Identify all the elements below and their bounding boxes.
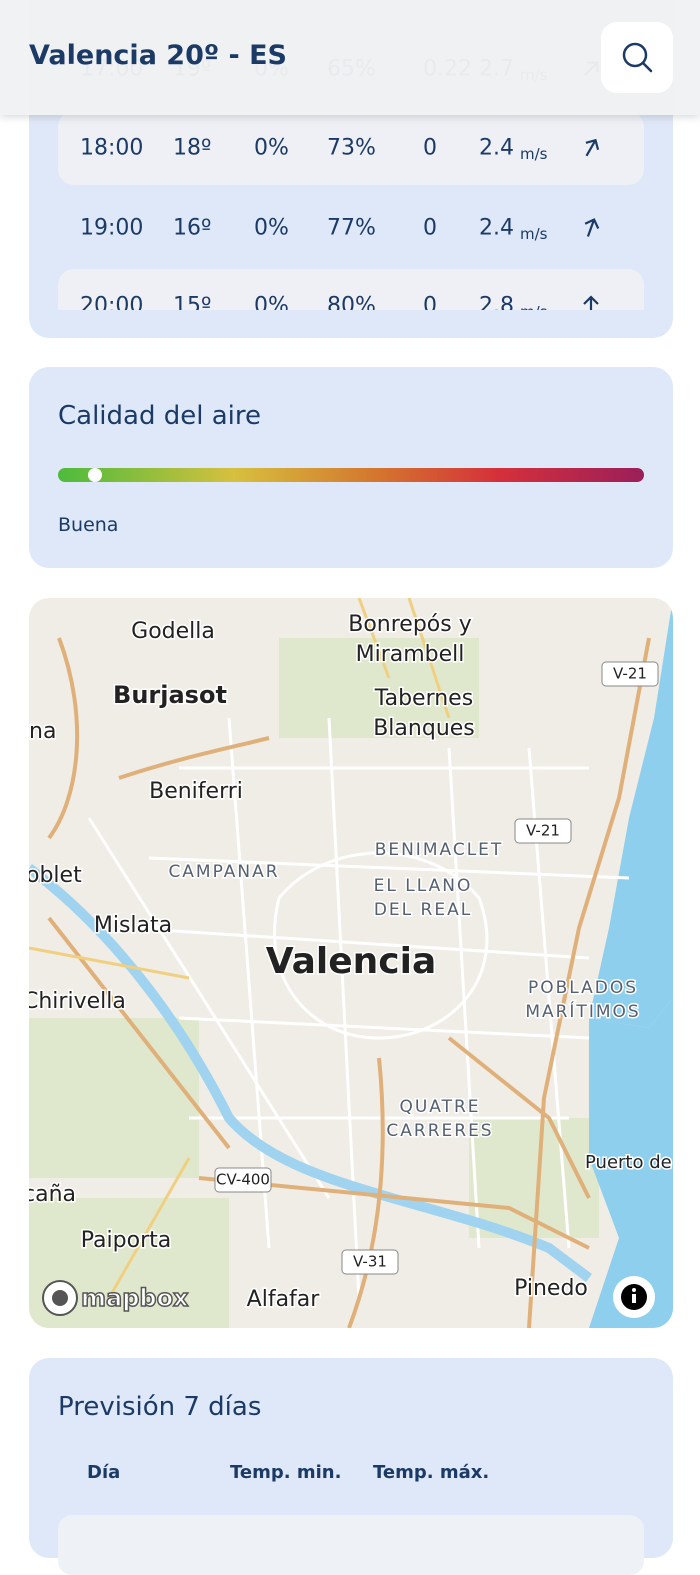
place-label: oblet	[29, 863, 82, 888]
forecast-title: Previsión 7 días	[58, 1392, 262, 1422]
place-label: BENIMACLET	[375, 840, 504, 860]
temperature: 16º	[173, 215, 212, 241]
road-shield	[214, 1167, 272, 1193]
wind-unit: m/s	[520, 225, 548, 243]
header: Valencia 20º - ES	[0, 0, 700, 115]
place-label: MARÍTIMOS	[525, 1000, 640, 1022]
sea	[589, 598, 673, 1028]
place-label: Burjasot	[113, 681, 227, 709]
place-label: CARRERES	[386, 1121, 493, 1141]
map-highways	[47, 637, 651, 1328]
wind-direction	[573, 130, 609, 166]
place-label: na	[29, 719, 56, 744]
map-labels: Godella Bonrepós y Mirambell Burjasot na Tabe…	[29, 611, 673, 1314]
row-highlight	[58, 269, 644, 310]
precipitation: 0%	[254, 215, 289, 241]
forecast-column: Temp. máx.	[373, 1462, 490, 1483]
humidity: 73%	[327, 135, 376, 161]
place-label: Mislata	[94, 913, 172, 938]
place-label: POBLADOS	[528, 978, 638, 998]
hour: 20:00	[80, 293, 144, 311]
road-label: V-21	[613, 665, 647, 683]
place-label: CAMPANAR	[168, 862, 279, 882]
road-label: CV-400	[216, 1171, 270, 1189]
place-label: Paiporta	[81, 1228, 171, 1253]
road-label: V-31	[353, 1253, 387, 1271]
row-highlight	[58, 111, 644, 185]
forecast-card: Previsión 7 días Día Temp. min. Temp. má…	[29, 1358, 673, 1575]
search-button[interactable]	[601, 22, 673, 93]
hour: 19:00	[80, 215, 144, 241]
air-quality-card: Calidad del aire Buena	[29, 367, 673, 568]
place-label: DEL REAL	[374, 900, 472, 920]
mapbox-attribution: mapbox	[81, 1284, 189, 1312]
header-title: Valencia 20º - ES	[29, 40, 288, 71]
place-label: Godella	[131, 619, 215, 644]
wind-direction	[578, 293, 604, 310]
place-label: Chirivella	[29, 989, 126, 1014]
info-button[interactable]	[613, 1276, 655, 1318]
air-quality-indicator	[88, 468, 102, 482]
air-quality-title: Calidad del aire	[58, 401, 261, 431]
place-label: Bonrepós y	[348, 612, 472, 637]
temperature: 18º	[173, 135, 212, 161]
place-label: Valencia	[266, 941, 437, 982]
map-roads	[29, 598, 451, 1299]
precipitation: 0%	[254, 135, 289, 161]
road-label: V-21	[526, 822, 560, 840]
humidity: 80%	[327, 293, 376, 311]
place-label: EL LLANO	[374, 876, 473, 896]
place-label: Beniferri	[149, 779, 243, 804]
place-label: QUATRE	[399, 1097, 480, 1117]
place-label: Tabernes	[374, 686, 473, 711]
temperature: 15º	[173, 293, 212, 311]
rain: 0	[423, 215, 437, 241]
rain: 0	[423, 135, 437, 161]
mapbox-logo: mapbox	[42, 1280, 190, 1316]
wind-speed: 2.4	[479, 215, 514, 241]
rain: 0	[423, 293, 437, 311]
map-streets	[87, 717, 630, 1299]
map[interactable]: Godella Bonrepós y Mirambell Burjasot na Tabe…	[29, 598, 673, 1328]
wind-speed: 2.8	[479, 293, 514, 311]
place-label: caña	[29, 1182, 76, 1207]
place-label: Puerto de	[585, 1152, 672, 1173]
wind-unit: m/s	[520, 303, 547, 310]
river	[29, 864, 592, 1282]
forecast-column: Día	[87, 1462, 121, 1483]
humidity: 77%	[327, 215, 376, 241]
place-label: Blanques	[373, 716, 475, 741]
road-shield	[341, 1249, 399, 1275]
air-quality-level: Buena	[58, 514, 119, 536]
place-label: Pinedo	[514, 1276, 588, 1301]
hour: 18:00	[80, 135, 144, 161]
search-icon	[622, 42, 653, 73]
forecast-row	[58, 1515, 644, 1575]
map-canvas: Godella Bonrepós y Mirambell Burjasot na Tabe…	[29, 598, 673, 1328]
road-shield	[514, 818, 572, 844]
map-parks	[29, 638, 599, 1328]
wind-direction	[574, 211, 607, 244]
wind-unit: m/s	[520, 145, 548, 163]
air-quality-bar	[58, 468, 644, 482]
port-water	[589, 998, 673, 1328]
place-label: Alfafar	[247, 1287, 321, 1312]
road-shield	[601, 661, 659, 687]
place-label: Mirambell	[356, 642, 465, 667]
precipitation: 0%	[254, 293, 289, 311]
wind-speed: 2.4	[479, 135, 514, 161]
forecast-column: Temp. min.	[230, 1462, 342, 1483]
